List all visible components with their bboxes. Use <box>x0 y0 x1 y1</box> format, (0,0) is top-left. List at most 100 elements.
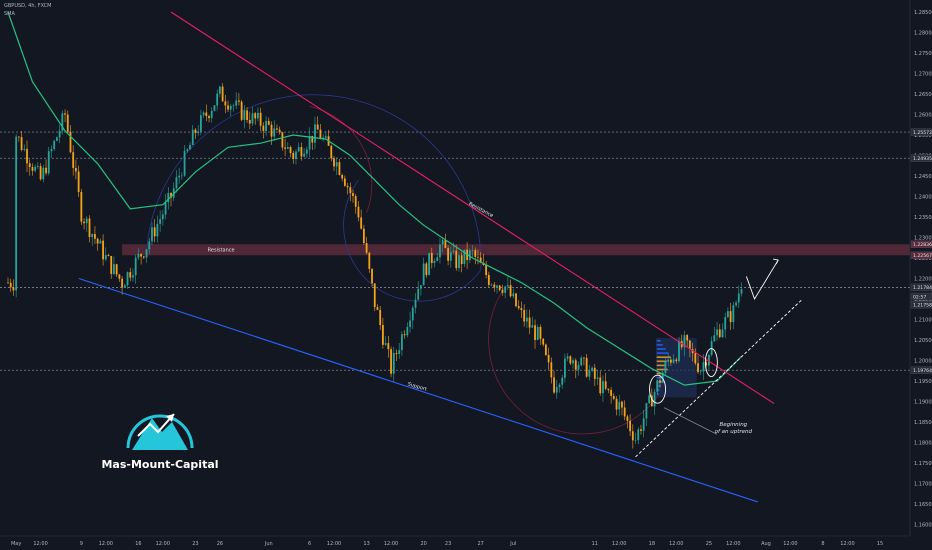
candle-body-121 <box>335 162 338 167</box>
candle-body-235 <box>645 403 648 419</box>
candle-body-255 <box>699 371 702 373</box>
candle-body-39 <box>113 264 115 274</box>
price-tick-1: 1.28000 <box>914 31 932 37</box>
candle-body-174 <box>479 257 482 263</box>
candle-body-133 <box>368 252 371 269</box>
candle-body-30 <box>88 218 91 238</box>
candle-body-134 <box>371 268 373 284</box>
candle-body-6 <box>23 148 26 150</box>
candle-body-104 <box>289 147 292 153</box>
volume-bar-2 <box>656 348 666 350</box>
candle-body-51 <box>145 249 148 258</box>
price-tag-4: 1.21784 <box>913 285 932 291</box>
candle-body-95 <box>265 120 267 132</box>
candle-body-260 <box>713 335 716 342</box>
candle-body-43 <box>123 285 126 288</box>
volume-bar-8 <box>656 372 664 375</box>
candle-body-87 <box>243 110 246 120</box>
candle-body-217 <box>596 377 599 379</box>
candle-body-117 <box>324 136 327 138</box>
volume-bar-0 <box>656 340 661 342</box>
candle-body-146 <box>403 334 406 336</box>
candle-body-94 <box>262 125 265 132</box>
logo-arrow-head <box>166 414 174 422</box>
candle-body-50 <box>142 256 145 258</box>
candle-body-82 <box>229 105 232 110</box>
candle-body-7 <box>26 148 28 164</box>
chart-symbol: GBPUSD, 4h, FXCM <box>4 3 52 9</box>
candle-body-246 <box>675 359 678 362</box>
candle-body-222 <box>610 389 612 396</box>
candle-body-40 <box>115 264 118 275</box>
candle-body-220 <box>604 381 607 389</box>
candle-body-179 <box>493 284 496 288</box>
candle-body-17 <box>53 140 56 150</box>
time-tick-10: 12:00 <box>327 541 341 547</box>
sma-line <box>7 11 742 386</box>
candle-body-190 <box>523 310 526 322</box>
candle-body-187 <box>515 293 517 307</box>
candle-body-8 <box>28 163 31 168</box>
candle-body-193 <box>531 325 534 328</box>
candle-body-192 <box>528 317 531 328</box>
candle-body-140 <box>387 343 390 350</box>
price-tick-9: 1.24000 <box>914 195 932 201</box>
candle-body-42 <box>121 278 123 288</box>
time-tick-5: 12:00 <box>156 541 170 547</box>
price-tick-10: 1.23500 <box>914 215 932 221</box>
candle-body-21 <box>64 113 66 115</box>
candle-body-257 <box>705 362 708 366</box>
time-tick-8: Jun <box>264 541 273 547</box>
price-tick-2: 1.27500 <box>914 51 932 57</box>
logo-mountain <box>132 418 188 450</box>
candle-body-83 <box>232 105 235 107</box>
candle-body-2 <box>12 287 15 291</box>
candle-body-61 <box>172 188 175 198</box>
candle-body-256 <box>702 362 705 372</box>
time-tick-17: 11 <box>592 541 598 547</box>
arc-blue-top <box>146 94 482 271</box>
candle-body-98 <box>273 128 276 137</box>
candle-body-141 <box>390 349 392 374</box>
time-tick-0: May <box>11 541 21 547</box>
candle-body-251 <box>688 340 691 350</box>
candle-body-111 <box>308 135 311 150</box>
candle-body-242 <box>664 361 667 374</box>
price-tick-23: 1.17000 <box>914 482 932 488</box>
candle-body-74 <box>208 116 210 119</box>
candle-body-75 <box>210 110 213 119</box>
candle-body-268 <box>735 302 737 306</box>
price-tick-19: 1.19000 <box>914 400 932 406</box>
candle-body-214 <box>588 370 591 377</box>
time-tick-6: 23 <box>192 541 198 547</box>
candle-body-162 <box>447 248 449 261</box>
candle-body-221 <box>607 388 610 390</box>
candle-body-234 <box>642 418 645 431</box>
candle-body-107 <box>297 147 300 152</box>
candle-body-261 <box>716 329 718 336</box>
candle-body-181 <box>498 285 501 290</box>
candle-body-143 <box>395 353 398 354</box>
candle-body-86 <box>240 101 243 120</box>
price-tick-6: 1.25500 <box>914 133 932 139</box>
candle-body-65 <box>183 151 186 176</box>
candle-body-178 <box>490 284 493 286</box>
volume-bar-4 <box>656 356 671 358</box>
price-tag-box-2 <box>910 240 932 248</box>
candle-body-223 <box>612 395 615 399</box>
price-tick-15: 1.21000 <box>914 318 932 324</box>
time-tick-1: 12:00 <box>33 541 47 547</box>
candle-body-240 <box>659 380 661 383</box>
candle-body-226 <box>621 401 623 408</box>
candle-body-25 <box>75 167 77 172</box>
volume-bar-1 <box>656 344 663 346</box>
candle-body-266 <box>729 311 732 323</box>
candle-body-177 <box>487 274 490 285</box>
time-tick-22: 12:00 <box>726 541 740 547</box>
candle-body-145 <box>401 334 403 351</box>
candle-body-136 <box>376 307 379 310</box>
retest-ellipse-2 <box>704 348 718 377</box>
candle-body-219 <box>602 381 604 394</box>
candle-body-24 <box>72 152 75 168</box>
